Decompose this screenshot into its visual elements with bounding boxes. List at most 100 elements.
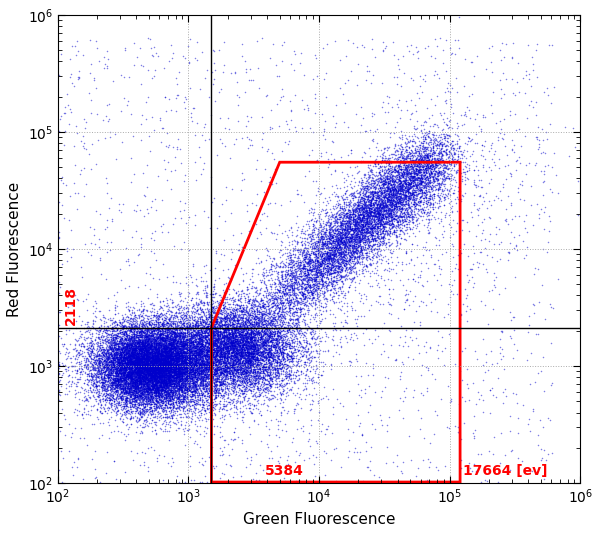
Point bbox=[122, 373, 131, 382]
Point bbox=[218, 386, 227, 394]
Point bbox=[219, 414, 229, 423]
Point bbox=[215, 357, 225, 366]
Point bbox=[184, 372, 194, 380]
Point bbox=[81, 394, 91, 403]
Point bbox=[241, 358, 250, 366]
Point bbox=[224, 333, 234, 341]
Point bbox=[205, 368, 215, 376]
Point bbox=[353, 226, 362, 234]
Point bbox=[88, 339, 97, 347]
Point bbox=[296, 356, 306, 365]
Point bbox=[445, 44, 455, 52]
Point bbox=[167, 339, 176, 348]
Point bbox=[175, 329, 184, 337]
Point bbox=[200, 329, 209, 338]
Point bbox=[273, 358, 283, 367]
Point bbox=[278, 334, 287, 342]
Point bbox=[133, 359, 143, 368]
Point bbox=[210, 290, 220, 299]
Point bbox=[166, 350, 176, 358]
Point bbox=[259, 326, 269, 335]
Point bbox=[309, 263, 319, 272]
Point bbox=[208, 312, 218, 321]
Point bbox=[169, 364, 179, 373]
Point bbox=[249, 318, 259, 326]
Point bbox=[187, 331, 196, 340]
Point bbox=[145, 360, 155, 369]
Point bbox=[226, 462, 235, 470]
Point bbox=[379, 201, 389, 209]
Point bbox=[415, 150, 424, 159]
Point bbox=[184, 383, 193, 391]
Point bbox=[151, 365, 161, 373]
Point bbox=[142, 336, 151, 345]
Point bbox=[344, 257, 353, 266]
Point bbox=[277, 343, 287, 351]
Point bbox=[147, 398, 157, 406]
Point bbox=[412, 194, 422, 202]
Point bbox=[269, 364, 279, 372]
Point bbox=[98, 384, 107, 393]
Point bbox=[448, 164, 457, 172]
Point bbox=[249, 334, 259, 343]
Point bbox=[222, 325, 232, 334]
Point bbox=[445, 158, 455, 166]
Point bbox=[131, 337, 141, 345]
Point bbox=[279, 289, 289, 297]
Point bbox=[277, 308, 287, 316]
Point bbox=[407, 172, 417, 180]
Point bbox=[181, 365, 190, 374]
Point bbox=[427, 156, 436, 164]
Point bbox=[190, 386, 200, 394]
Point bbox=[233, 356, 243, 365]
Point bbox=[134, 359, 144, 367]
Point bbox=[110, 365, 119, 373]
Point bbox=[371, 210, 380, 219]
Point bbox=[182, 378, 191, 387]
Point bbox=[127, 365, 136, 373]
Point bbox=[308, 450, 317, 459]
Point bbox=[76, 340, 86, 349]
Point bbox=[368, 231, 377, 240]
Point bbox=[309, 244, 319, 252]
Point bbox=[178, 364, 187, 373]
Point bbox=[147, 357, 157, 365]
Point bbox=[119, 380, 128, 388]
Point bbox=[205, 318, 215, 327]
Point bbox=[281, 117, 291, 125]
Point bbox=[161, 381, 171, 390]
Point bbox=[286, 312, 295, 320]
Point bbox=[169, 343, 179, 352]
Point bbox=[398, 199, 408, 208]
Point bbox=[235, 358, 245, 367]
Point bbox=[240, 367, 250, 376]
Point bbox=[285, 266, 295, 274]
Point bbox=[131, 390, 140, 398]
Point bbox=[212, 361, 221, 370]
Point bbox=[413, 189, 423, 198]
Point bbox=[185, 354, 194, 362]
Point bbox=[128, 354, 137, 363]
Point bbox=[110, 377, 119, 386]
Point bbox=[120, 380, 130, 389]
Point bbox=[193, 356, 202, 364]
Point bbox=[212, 360, 221, 369]
Point bbox=[110, 378, 120, 387]
Point bbox=[203, 389, 212, 397]
Point bbox=[274, 342, 284, 350]
Point bbox=[338, 225, 347, 234]
Point bbox=[240, 348, 250, 357]
Point bbox=[368, 231, 377, 239]
Point bbox=[220, 142, 229, 150]
Point bbox=[169, 333, 178, 342]
Point bbox=[175, 372, 184, 381]
Point bbox=[162, 355, 172, 363]
Point bbox=[386, 207, 396, 215]
Point bbox=[83, 381, 92, 389]
Point bbox=[219, 364, 229, 372]
Point bbox=[284, 278, 293, 286]
Point bbox=[226, 366, 236, 374]
Point bbox=[171, 375, 181, 383]
Point bbox=[145, 367, 154, 376]
Point bbox=[163, 228, 173, 237]
